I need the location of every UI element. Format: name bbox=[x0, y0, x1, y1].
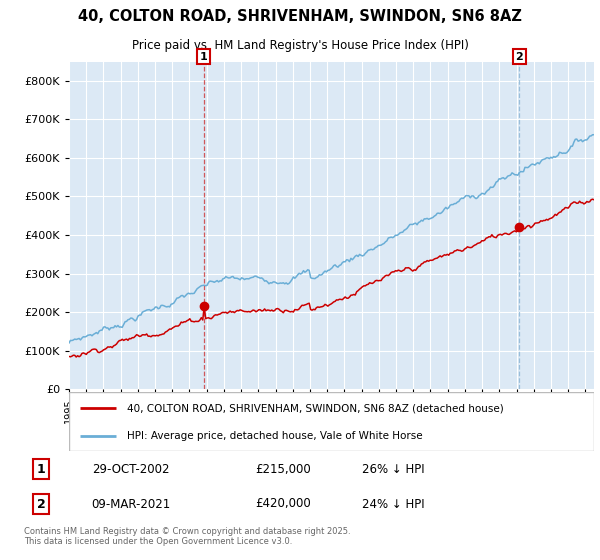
Text: HPI: Average price, detached house, Vale of White Horse: HPI: Average price, detached house, Vale… bbox=[127, 431, 422, 441]
Text: 29-OCT-2002: 29-OCT-2002 bbox=[92, 463, 169, 475]
Text: 1: 1 bbox=[200, 52, 208, 62]
Text: 40, COLTON ROAD, SHRIVENHAM, SWINDON, SN6 8AZ (detached house): 40, COLTON ROAD, SHRIVENHAM, SWINDON, SN… bbox=[127, 403, 503, 413]
Text: 2: 2 bbox=[37, 497, 45, 511]
Text: Contains HM Land Registry data © Crown copyright and database right 2025.
This d: Contains HM Land Registry data © Crown c… bbox=[24, 526, 350, 546]
Text: 24% ↓ HPI: 24% ↓ HPI bbox=[362, 497, 425, 511]
Text: 09-MAR-2021: 09-MAR-2021 bbox=[92, 497, 171, 511]
Text: £420,000: £420,000 bbox=[255, 497, 311, 511]
FancyBboxPatch shape bbox=[69, 392, 594, 451]
Text: 2: 2 bbox=[515, 52, 523, 62]
Text: £215,000: £215,000 bbox=[255, 463, 311, 475]
Text: 40, COLTON ROAD, SHRIVENHAM, SWINDON, SN6 8AZ: 40, COLTON ROAD, SHRIVENHAM, SWINDON, SN… bbox=[78, 9, 522, 24]
Text: 1: 1 bbox=[37, 463, 45, 475]
Text: 26% ↓ HPI: 26% ↓ HPI bbox=[362, 463, 425, 475]
Text: Price paid vs. HM Land Registry's House Price Index (HPI): Price paid vs. HM Land Registry's House … bbox=[131, 39, 469, 53]
